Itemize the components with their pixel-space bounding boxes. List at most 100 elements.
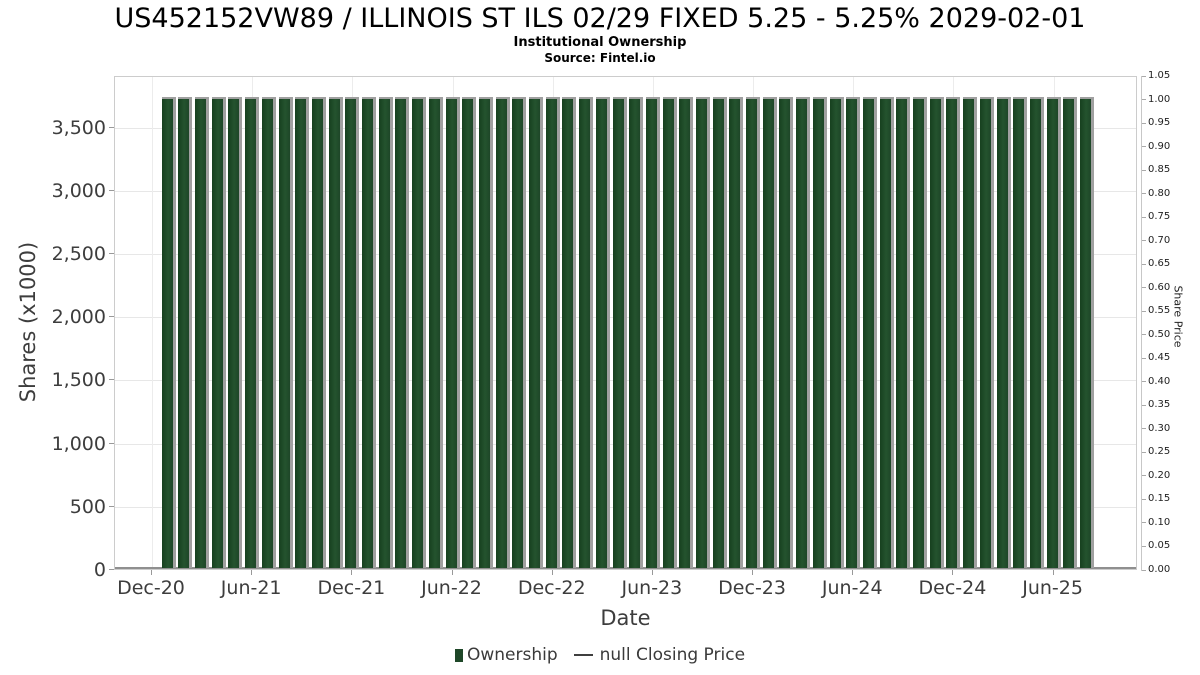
x-tick-label: Dec-20 xyxy=(117,577,185,599)
x-tick-label: Jun-24 xyxy=(821,577,883,599)
ownership-bar xyxy=(996,97,1011,568)
y-tick-label: 3,500 xyxy=(51,116,106,139)
y2-tick-mark xyxy=(1142,287,1146,289)
y-tick-label: 2,500 xyxy=(51,243,106,266)
y2-tick-mark xyxy=(1142,263,1146,265)
y2-tick-label: 0.85 xyxy=(1148,164,1171,176)
y2-tick-mark xyxy=(1142,216,1146,218)
chart-subtitle: Institutional Ownership xyxy=(513,35,687,50)
bar-swatch-icon xyxy=(454,648,463,662)
y2-tick-label: 0.00 xyxy=(1148,564,1171,575)
ownership-bar xyxy=(946,97,961,568)
x-tick-mark xyxy=(551,570,553,575)
y2-tick-label: 0.50 xyxy=(1148,328,1171,340)
x-tick-label: Jun-22 xyxy=(421,577,482,599)
y2-tick-label: 0.70 xyxy=(1148,234,1171,246)
y-tick-mark xyxy=(109,505,114,507)
ownership-bar xyxy=(362,97,377,568)
chart-source: Source: Fintel.io xyxy=(544,51,656,65)
ownership-bar xyxy=(211,97,226,568)
y2-tick-mark xyxy=(1142,475,1146,477)
y2-tick-label: 0.80 xyxy=(1148,187,1171,199)
ownership-bar xyxy=(729,97,744,568)
y2-tick-mark xyxy=(1142,169,1146,171)
x-tick-label: Jun-21 xyxy=(220,577,282,599)
ownership-bar xyxy=(1029,97,1044,568)
y-tick-label: 0 xyxy=(93,559,106,581)
y2-tick-mark xyxy=(1142,240,1146,242)
ownership-bar xyxy=(662,97,677,568)
y2-tick-mark xyxy=(1142,99,1146,101)
ownership-bar xyxy=(979,97,994,568)
ownership-bar xyxy=(529,97,544,568)
y2-tick-label: 0.95 xyxy=(1148,117,1171,129)
right-axis-line xyxy=(1141,76,1142,571)
ownership-bar xyxy=(428,97,443,568)
ownership-bar xyxy=(746,97,761,568)
y-tick-mark xyxy=(109,316,114,318)
ownership-bar xyxy=(712,97,727,568)
y2-tick-mark xyxy=(1142,334,1146,336)
ownership-bar xyxy=(228,97,243,568)
y2-tick-mark xyxy=(1142,451,1146,453)
ownership-bar xyxy=(311,97,326,568)
ownership-bar xyxy=(562,97,577,568)
y2-tick-mark xyxy=(1142,498,1146,500)
x-tick-label: Dec-23 xyxy=(718,577,786,599)
y2-tick-label: 0.15 xyxy=(1148,493,1171,505)
legend: Ownership null Closing Price xyxy=(0,645,1200,665)
ownership-bar xyxy=(462,97,477,568)
legend-item-closing-price[interactable]: null Closing Price xyxy=(573,645,746,665)
legend-label-closing-price: null Closing Price xyxy=(599,645,746,665)
x-tick-mark xyxy=(651,570,653,575)
y2-tick-label: 0.55 xyxy=(1148,305,1171,317)
ownership-bar xyxy=(245,97,260,568)
y2-tick-label: 0.60 xyxy=(1148,281,1171,293)
ownership-bar xyxy=(812,97,827,568)
ownership-bar xyxy=(328,97,343,568)
legend-label-ownership: Ownership xyxy=(466,645,558,665)
y2-tick-label: 0.25 xyxy=(1148,446,1171,458)
x-tick-mark xyxy=(1052,570,1054,575)
y-tick-mark xyxy=(109,569,114,570)
x-tick-mark xyxy=(451,570,453,575)
ownership-bar xyxy=(378,97,393,568)
y-tick-label: 2,000 xyxy=(51,306,106,329)
ownership-bar xyxy=(879,97,894,568)
x-tick-label: Dec-24 xyxy=(918,577,987,599)
y2-tick-mark xyxy=(1142,381,1146,383)
ownership-bar xyxy=(345,97,360,568)
x-tick-mark xyxy=(151,570,152,575)
y-tick-label: 500 xyxy=(69,495,106,518)
y2-tick-mark xyxy=(1142,193,1146,195)
ownership-bar xyxy=(612,97,627,568)
ownership-bar xyxy=(846,97,861,568)
plot-area xyxy=(114,76,1137,570)
ownership-bar xyxy=(796,97,811,568)
ownership-bar xyxy=(679,97,694,568)
y-tick-mark xyxy=(109,126,114,128)
ownership-bar xyxy=(829,97,844,568)
ownership-bar xyxy=(929,97,944,568)
y2-tick-label: 0.90 xyxy=(1148,140,1171,152)
y2-tick-label: 0.30 xyxy=(1148,422,1171,434)
legend-item-ownership[interactable]: Ownership xyxy=(454,645,558,665)
y2-tick-mark xyxy=(1142,522,1146,524)
y-tick-mark xyxy=(109,189,114,191)
ownership-bar xyxy=(195,97,210,568)
ownership-bar xyxy=(478,97,493,568)
y2-tick-mark xyxy=(1142,404,1146,406)
y-tick-mark xyxy=(109,253,114,255)
x-tick-mark xyxy=(752,570,754,575)
ownership-bar xyxy=(629,97,644,568)
x-tick-label: Dec-21 xyxy=(317,577,386,599)
ownership-bar xyxy=(545,97,560,568)
ownership-bar xyxy=(579,97,594,568)
ownership-bar xyxy=(178,97,193,568)
ownership-bar xyxy=(595,97,610,568)
y2-tick-mark xyxy=(1142,545,1146,547)
ownership-bar xyxy=(295,97,310,568)
y2-tick-mark xyxy=(1142,428,1146,430)
ownership-bar xyxy=(161,97,176,568)
